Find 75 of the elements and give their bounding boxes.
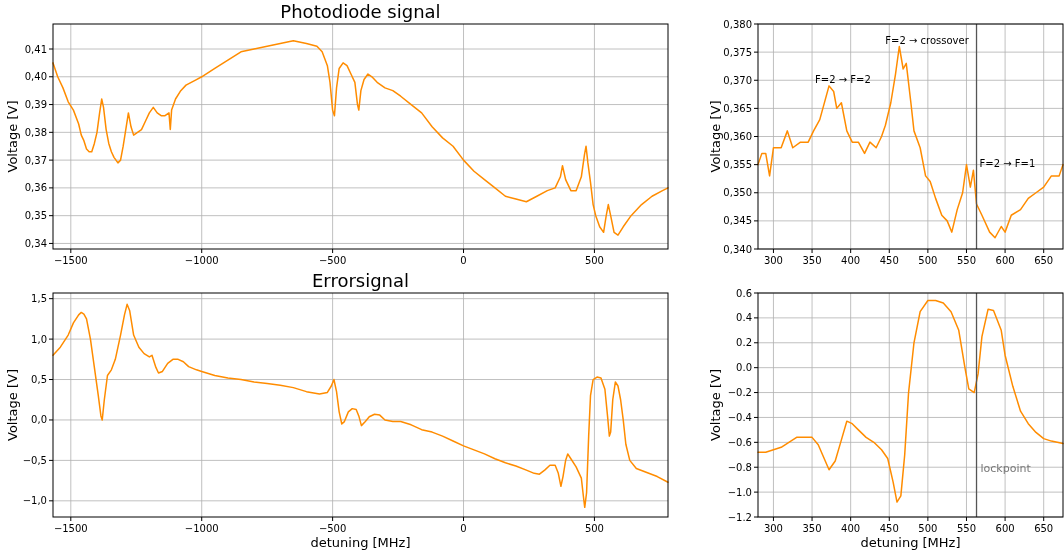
y-tick-label: −1.2 [727, 511, 752, 523]
x-tick-label: 500 [918, 255, 938, 266]
y-tick-label: −1,0 [22, 495, 47, 507]
y-tick-label: 0,350 [723, 187, 752, 199]
y-tick-label: 0,36 [24, 182, 47, 194]
x-tick-label: 550 [956, 523, 977, 534]
x-tick-label: 500 [584, 255, 604, 266]
y-tick-label: 1,5 [31, 293, 47, 305]
chart-title: Photodiode signal [280, 1, 441, 22]
x-tick-label: 650 [1034, 523, 1054, 534]
x-tick-label: 350 [802, 255, 822, 266]
y-tick-label: 0,38 [24, 126, 47, 138]
y-tick-label: 0,375 [723, 46, 752, 58]
x-tick-label: −500 [318, 255, 347, 266]
annotation: F=2 → F=1 [979, 158, 1036, 170]
y-tick-label: 0,360 [723, 131, 752, 142]
x-tick-label: 650 [1034, 255, 1054, 266]
y-tick-label: 0,35 [24, 210, 47, 222]
y-tick-label: −0.4 [727, 411, 752, 423]
line-series [757, 299, 1064, 503]
x-tick-label: 300 [763, 255, 783, 266]
y-tick-label: 0,370 [723, 74, 752, 86]
y-axis-title: Voltage [V] [708, 369, 723, 441]
y-tick-label: 0,0 [31, 414, 47, 426]
line-series [52, 303, 669, 509]
x-tick-label: −1000 [184, 523, 219, 534]
y-tick-label: 0.2 [736, 337, 752, 349]
x-tick-label: −1000 [184, 255, 219, 266]
x-tick-label: 600 [995, 523, 1015, 534]
y-tick-label: −0.8 [727, 461, 752, 473]
chart-title: Errorsignal [311, 270, 410, 291]
line-series [52, 39, 669, 236]
y-tick-label: 0,5 [31, 374, 47, 386]
annotation: F=2 → crossover [885, 34, 970, 46]
x-tick-label: 600 [995, 255, 1015, 266]
y-tick-label: 0,39 [24, 99, 47, 111]
y-tick-label: 0.0 [736, 362, 752, 374]
x-tick-label: 0 [460, 255, 467, 266]
x-axis-title: detuning [MHz] [860, 535, 961, 550]
y-axis-title: Voltage [V] [708, 100, 723, 173]
y-axis-title: Voltage [V] [5, 369, 20, 441]
y-tick-label: 0,34 [24, 237, 47, 249]
y-tick-label: 0.4 [736, 312, 752, 324]
x-tick-label: 400 [841, 255, 861, 266]
y-tick-label: 1,0 [31, 333, 47, 345]
y-tick-label: 0,355 [723, 159, 752, 171]
y-tick-label: 0,40 [24, 71, 47, 83]
y-tick-label: 0,37 [24, 154, 47, 166]
y-tick-label: −0,5 [22, 454, 47, 466]
x-tick-label: 300 [763, 523, 783, 534]
y-axis-title: Voltage [V] [5, 100, 20, 173]
x-tick-label: 450 [879, 523, 899, 534]
x-tick-label: 350 [802, 523, 822, 534]
ref-line-label: lockpoint [980, 462, 1032, 476]
y-tick-label: 0,340 [723, 243, 752, 255]
x-tick-label: 0 [460, 523, 467, 534]
line-series [757, 45, 1064, 239]
y-tick-label: 0,365 [723, 102, 752, 114]
x-tick-label: −1500 [53, 523, 88, 534]
x-tick-label: 500 [918, 523, 938, 534]
x-tick-label: 500 [584, 523, 604, 534]
y-tick-label: −1.0 [727, 486, 752, 498]
y-tick-label: 0,41 [24, 43, 47, 55]
x-tick-label: 550 [956, 255, 977, 266]
x-tick-label: 450 [879, 255, 899, 266]
y-tick-label: −0.6 [727, 436, 752, 448]
x-axis-title: detuning [MHz] [310, 535, 411, 550]
x-tick-label: −500 [318, 523, 347, 534]
x-tick-label: −1500 [53, 255, 88, 266]
y-tick-label: −0.2 [727, 387, 752, 399]
y-tick-label: 0.6 [736, 287, 752, 299]
y-tick-label: 0,380 [723, 18, 752, 30]
annotation: F=2 → F=2 [815, 73, 871, 85]
x-tick-label: 400 [841, 523, 861, 534]
y-tick-label: 0,345 [723, 215, 752, 227]
